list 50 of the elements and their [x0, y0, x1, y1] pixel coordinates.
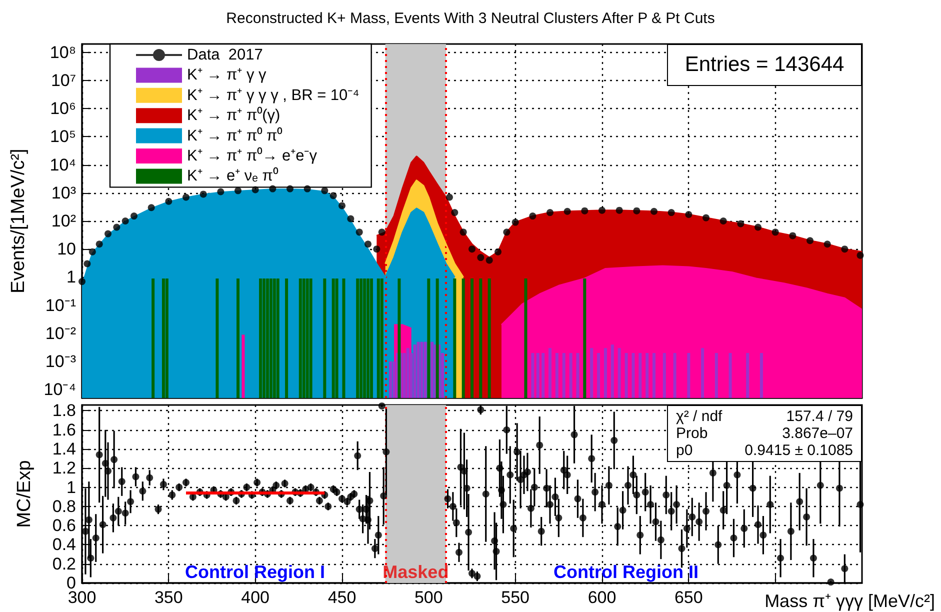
annotation: 3.867e–07 — [782, 425, 853, 442]
y-tick-label: 1.2 — [52, 458, 76, 478]
legend-label: K⁺ → e⁺ νₑ π⁰ — [187, 166, 279, 185]
y-tick-label: 1.6 — [52, 420, 76, 440]
y-tick-label: 0.8 — [52, 496, 76, 516]
x-tick-label: 350 — [154, 588, 183, 607]
y-tick-label: 10⁻⁴ — [44, 380, 76, 400]
y-tick-label: 10⁻³ — [45, 352, 76, 371]
legend-label: K⁺ → π⁺ γ γ γ , BR = 10⁻⁴ — [187, 86, 360, 104]
annotation: χ² / ndf — [676, 408, 722, 425]
annotation: Control Region II — [554, 562, 698, 583]
y-tick-label: 10⁸ — [50, 42, 76, 62]
annotation: Control Region I — [185, 562, 325, 583]
legend-label: K⁺ → π⁺ π⁰ π⁰ — [187, 126, 284, 144]
legend-label: K⁺ → π⁺ γ γ — [187, 66, 267, 84]
annotation: Prob — [676, 425, 708, 442]
y-tick-label: 0.6 — [52, 516, 76, 536]
annotation: 0.9415 ± 0.1085 — [744, 442, 853, 459]
x-tick-label: 500 — [414, 588, 443, 607]
y-tick-label: 0.4 — [52, 535, 76, 554]
chart-title: Reconstructed K+ Mass, Events With 3 Neutral Clusters After P & Pt Cuts — [226, 10, 715, 27]
annotation: 157.4 / 79 — [786, 408, 853, 425]
y-tick-label: 10⁶ — [50, 99, 76, 118]
y-tick-label: 1 — [66, 478, 76, 497]
y-tick-label: 1 — [66, 268, 76, 287]
x-axis-title: Mass π⁺ γγγ [MeV/c²] — [764, 591, 936, 611]
y-tick-label: 10⁵ — [50, 127, 76, 146]
band-label: Masked — [382, 562, 449, 582]
y-tick-label: 10 — [57, 240, 76, 259]
y-tick-label: 10³ — [51, 183, 76, 202]
y-tick-label: 10⁻² — [45, 324, 76, 343]
y-tick-label: 0.2 — [52, 554, 76, 574]
legend-label: Data 2017 — [187, 46, 263, 64]
x-tick-label: 450 — [328, 588, 356, 607]
x-tick-label: 550 — [501, 588, 530, 607]
y-tick-label: 1.4 — [52, 440, 76, 459]
annotation: p0 — [676, 442, 693, 459]
y-tick-label: 10⁻¹ — [45, 296, 76, 315]
legend-label: K⁺ → π⁺ π⁰→ e⁺e⁻γ — [187, 146, 318, 164]
x-tick-label: 400 — [241, 588, 270, 607]
x-tick-label: 600 — [588, 588, 616, 607]
y-axis-title: Events/[1MeV/c²] — [8, 148, 29, 294]
y-tick-label: 10⁴ — [50, 155, 76, 174]
x-tick-label: 650 — [674, 588, 703, 607]
stats-box: Entries = 143644 — [667, 44, 862, 86]
y-tick-label: 10⁷ — [50, 71, 76, 90]
y-tick-label: 1.8 — [52, 401, 76, 420]
y-axis-title: MC/Exp — [14, 460, 35, 528]
y-tick-label: 10² — [51, 212, 76, 230]
legend-label: K⁺ → π⁺ π⁰(γ) — [187, 106, 280, 124]
